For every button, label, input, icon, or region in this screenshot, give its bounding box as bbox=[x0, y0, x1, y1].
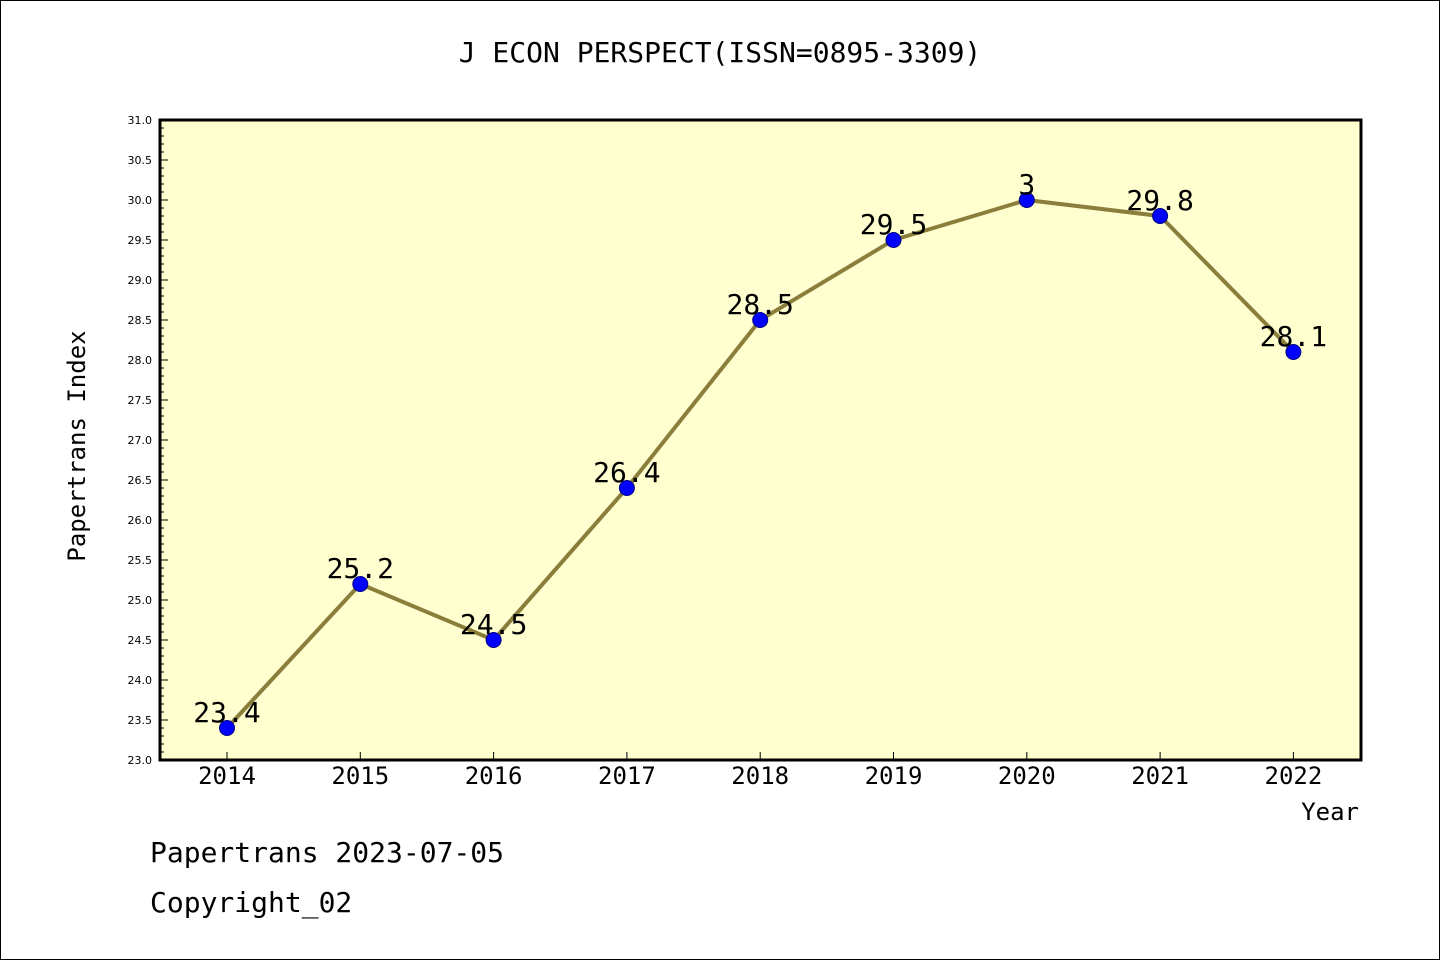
data-label: 3 bbox=[1018, 168, 1035, 201]
x-tick-label: 2018 bbox=[731, 762, 789, 790]
chart-title: J ECON PERSPECT(ISSN=0895-3309) bbox=[458, 36, 982, 69]
y-tick-label: 30.0 bbox=[128, 194, 153, 207]
data-point bbox=[885, 232, 902, 248]
y-tick-label: 25.5 bbox=[128, 554, 153, 567]
data-point bbox=[1152, 208, 1169, 224]
data-label: 23.4 bbox=[193, 696, 260, 729]
data-point bbox=[219, 720, 235, 736]
data-point bbox=[752, 312, 769, 328]
data-label: 26.4 bbox=[593, 456, 660, 489]
y-tick-label: 23.0 bbox=[128, 754, 153, 767]
y-tick-label: 23.5 bbox=[128, 714, 153, 727]
y-tick-label: 25.0 bbox=[128, 594, 153, 607]
y-tick-label: 29.0 bbox=[128, 274, 153, 287]
y-tick-label: 27.5 bbox=[128, 394, 153, 407]
y-tick-label: 26.0 bbox=[128, 514, 153, 527]
x-tick-label: 2014 bbox=[198, 762, 256, 790]
y-tick-label: 24.0 bbox=[128, 674, 153, 687]
data-label: 29.8 bbox=[1126, 184, 1193, 217]
data-label: 24.5 bbox=[460, 608, 527, 641]
data-label: 29.5 bbox=[860, 208, 927, 241]
data-point bbox=[352, 576, 369, 592]
x-tick-label: 2015 bbox=[331, 762, 389, 790]
y-tick-label: 31.0 bbox=[128, 114, 153, 127]
data-label: 25.2 bbox=[327, 552, 394, 585]
x-tick-label: 2017 bbox=[598, 762, 656, 790]
footer-date-text: Papertrans 2023-07-05 bbox=[150, 836, 505, 869]
x-tick-label: 2022 bbox=[1265, 762, 1323, 790]
y-tick-label: 26.5 bbox=[128, 474, 153, 487]
y-tick-label: 28.5 bbox=[128, 314, 153, 327]
data-point bbox=[1018, 192, 1035, 208]
data-point bbox=[1285, 344, 1302, 360]
y-axis-title: Papertrans Index bbox=[63, 330, 91, 561]
data-label: 28.5 bbox=[726, 288, 793, 321]
y-tick-label: 30.5 bbox=[128, 154, 153, 167]
data-point bbox=[485, 632, 502, 648]
data-point bbox=[618, 480, 635, 496]
y-tick-label: 29.5 bbox=[128, 234, 153, 247]
x-tick-label: 2020 bbox=[998, 762, 1056, 790]
y-tick-label: 28.0 bbox=[128, 354, 153, 367]
plot-area bbox=[158, 118, 1363, 762]
x-tick-label: 2021 bbox=[1131, 762, 1189, 790]
x-axis-title: Year bbox=[1301, 798, 1359, 826]
data-label: 28.1 bbox=[1260, 320, 1327, 353]
x-tick-label: 2019 bbox=[865, 762, 923, 790]
y-tick-label: 27.0 bbox=[128, 434, 153, 447]
footer-copyright-text: Copyright_02 bbox=[150, 886, 353, 919]
x-tick-label: 2016 bbox=[465, 762, 523, 790]
y-tick-label: 24.5 bbox=[128, 634, 153, 647]
